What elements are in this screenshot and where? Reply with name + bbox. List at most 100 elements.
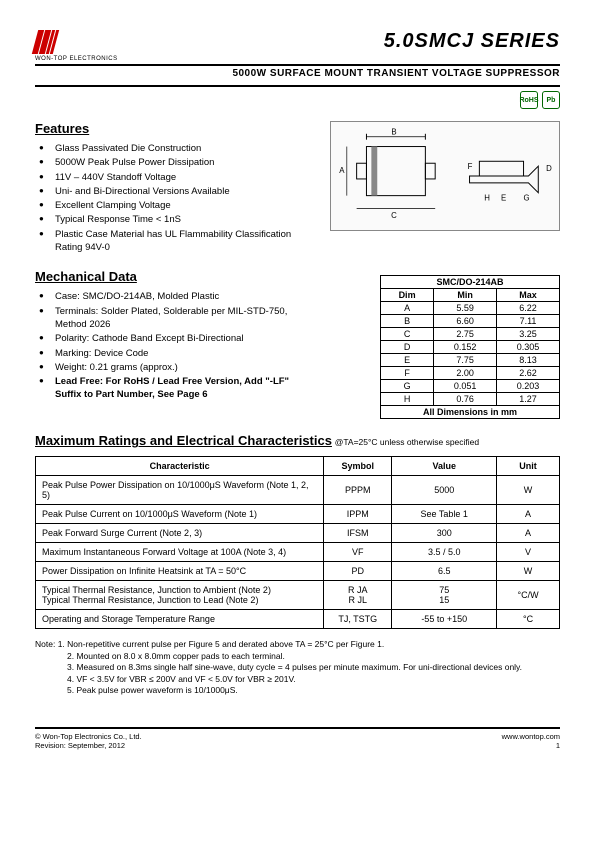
ratings-cell: Typical Thermal Resistance, Junction to …: [36, 581, 324, 610]
ratings-cell: Maximum Instantaneous Forward Voltage at…: [36, 543, 324, 562]
dim-cell: 3.25: [497, 328, 560, 341]
svg-text:F: F: [468, 162, 473, 171]
dim-cell: 2.00: [434, 367, 497, 380]
pb-badge: Pb: [542, 91, 560, 109]
dim-cell: 2.75: [434, 328, 497, 341]
series-title: 5.0SMCJ SERIES: [384, 30, 560, 53]
dim-cell: 7.75: [434, 354, 497, 367]
ratings-cell: PPPM: [324, 476, 392, 505]
dim-cell: 5.59: [434, 302, 497, 315]
features-title: Features: [35, 121, 310, 136]
ratings-cell: 300: [392, 524, 497, 543]
ratings-cell: °C/W: [497, 581, 560, 610]
ratings-cell: Operating and Storage Temperature Range: [36, 610, 324, 629]
ratings-header: Value: [392, 457, 497, 476]
dim-cell: G: [381, 380, 434, 393]
ratings-header: Characteristic: [36, 457, 324, 476]
logo-stripes: [35, 30, 56, 54]
notes-label: Note:: [35, 639, 55, 649]
mechanical-list: Case: SMC/DO-214AB, Molded Plastic Termi…: [35, 290, 310, 401]
feature-item: Uni- and Bi-Directional Versions Availab…: [39, 185, 310, 198]
ratings-table: Characteristic Symbol Value Unit Peak Pu…: [35, 456, 560, 629]
subtitle: 5000W SURFACE MOUNT TRANSIENT VOLTAGE SU…: [35, 68, 560, 79]
dim-cell: B: [381, 315, 434, 328]
ratings-cell: A: [497, 524, 560, 543]
ratings-cell: VF: [324, 543, 392, 562]
svg-text:G: G: [524, 194, 530, 203]
mechanical-item: Lead Free: For RoHS / Lead Free Version,…: [39, 375, 310, 402]
svg-text:B: B: [391, 128, 396, 137]
dim-cell: 8.13: [497, 354, 560, 367]
svg-text:A: A: [339, 166, 345, 175]
dim-cell: 1.27: [497, 393, 560, 406]
ratings-cell: TJ, TSTG: [324, 610, 392, 629]
feature-item: Excellent Clamping Voltage: [39, 199, 310, 212]
package-svg: B A C D E F G H: [331, 122, 559, 230]
ratings-cell: Power Dissipation on Infinite Heatsink a…: [36, 562, 324, 581]
dim-cell: 0.76: [434, 393, 497, 406]
ratings-cell: 75 15: [392, 581, 497, 610]
features-list: Glass Passivated Die Construction 5000W …: [35, 142, 310, 254]
footer: © Won-Top Electronics Co., Ltd. Revision…: [35, 727, 560, 750]
ratings-cell: PD: [324, 562, 392, 581]
features-row: Features Glass Passivated Die Constructi…: [35, 121, 560, 255]
note-item: 2. Mounted on 8.0 x 8.0mm copper pads to…: [35, 651, 560, 662]
badges: RoHS Pb: [35, 91, 560, 109]
dim-cell: E: [381, 354, 434, 367]
ratings-cell: A: [497, 505, 560, 524]
mechanical-title: Mechanical Data: [35, 269, 310, 284]
footer-url: www.wontop.com: [502, 732, 560, 741]
dim-cell: D: [381, 341, 434, 354]
dimension-table: SMC/DO-214AB Dim Min Max A5.596.22 B6.60…: [380, 275, 560, 419]
footer-page: 1: [502, 741, 560, 750]
dim-cell: 6.60: [434, 315, 497, 328]
logo-block: WON-TOP ELECTRONICS: [35, 30, 118, 62]
ratings-cell: W: [497, 476, 560, 505]
logo: [35, 30, 118, 54]
ratings-header: Symbol: [324, 457, 392, 476]
dim-cell: F: [381, 367, 434, 380]
dim-cell: 0.203: [497, 380, 560, 393]
ratings-cell: °C: [497, 610, 560, 629]
ratings-cell: 5000: [392, 476, 497, 505]
ratings-cell: W: [497, 562, 560, 581]
footer-company: © Won-Top Electronics Co., Ltd.: [35, 732, 142, 741]
feature-item: 11V – 440V Standoff Voltage: [39, 171, 310, 184]
feature-item: Typical Response Time < 1nS: [39, 213, 310, 226]
dim-cell: 0.152: [434, 341, 497, 354]
mechanical-row: Mechanical Data Case: SMC/DO-214AB, Mold…: [35, 269, 560, 419]
note-item: 5. Peak pulse power waveform is 10/1000μ…: [35, 685, 560, 696]
dim-header: Min: [434, 289, 497, 302]
ratings-title: Maximum Ratings and Electrical Character…: [35, 433, 332, 448]
feature-item: 5000W Peak Pulse Power Dissipation: [39, 156, 310, 169]
header: WON-TOP ELECTRONICS 5.0SMCJ SERIES: [35, 30, 560, 66]
title-block: 5.0SMCJ SERIES: [384, 30, 560, 53]
notes: Note: 1. Non-repetitive current pulse pe…: [35, 639, 560, 696]
ratings-header: Unit: [497, 457, 560, 476]
dim-cell: C: [381, 328, 434, 341]
svg-text:D: D: [546, 164, 552, 173]
dim-cell: 0.051: [434, 380, 497, 393]
dim-cell: H: [381, 393, 434, 406]
svg-text:C: C: [391, 211, 397, 220]
ratings-cell: V: [497, 543, 560, 562]
ratings-cell: IFSM: [324, 524, 392, 543]
feature-item: Plastic Case Material has UL Flammabilit…: [39, 228, 310, 255]
dim-cell: 6.22: [497, 302, 560, 315]
ratings-condition: @TA=25°C unless otherwise specified: [335, 437, 479, 447]
ratings-cell: Peak Forward Surge Current (Note 2, 3): [36, 524, 324, 543]
package-diagram: B A C D E F G H: [330, 121, 560, 231]
rohs-badge: RoHS: [520, 91, 538, 109]
ratings-cell: Peak Pulse Current on 10/1000μS Waveform…: [36, 505, 324, 524]
dim-cell: 2.62: [497, 367, 560, 380]
ratings-cell: IPPM: [324, 505, 392, 524]
dim-cell: A: [381, 302, 434, 315]
note-item: 4. VF < 3.5V for VBR ≤ 200V and VF < 5.0…: [35, 674, 560, 685]
company-name: WON-TOP ELECTRONICS: [35, 56, 118, 62]
ratings-section: Maximum Ratings and Electrical Character…: [35, 433, 560, 448]
dim-header: Max: [497, 289, 560, 302]
ratings-cell: R JA R JL: [324, 581, 392, 610]
ratings-cell: Peak Pulse Power Dissipation on 10/1000μ…: [36, 476, 324, 505]
footer-right: www.wontop.com 1: [502, 732, 560, 750]
mechanical-item: Weight: 0.21 grams (approx.): [39, 361, 310, 374]
